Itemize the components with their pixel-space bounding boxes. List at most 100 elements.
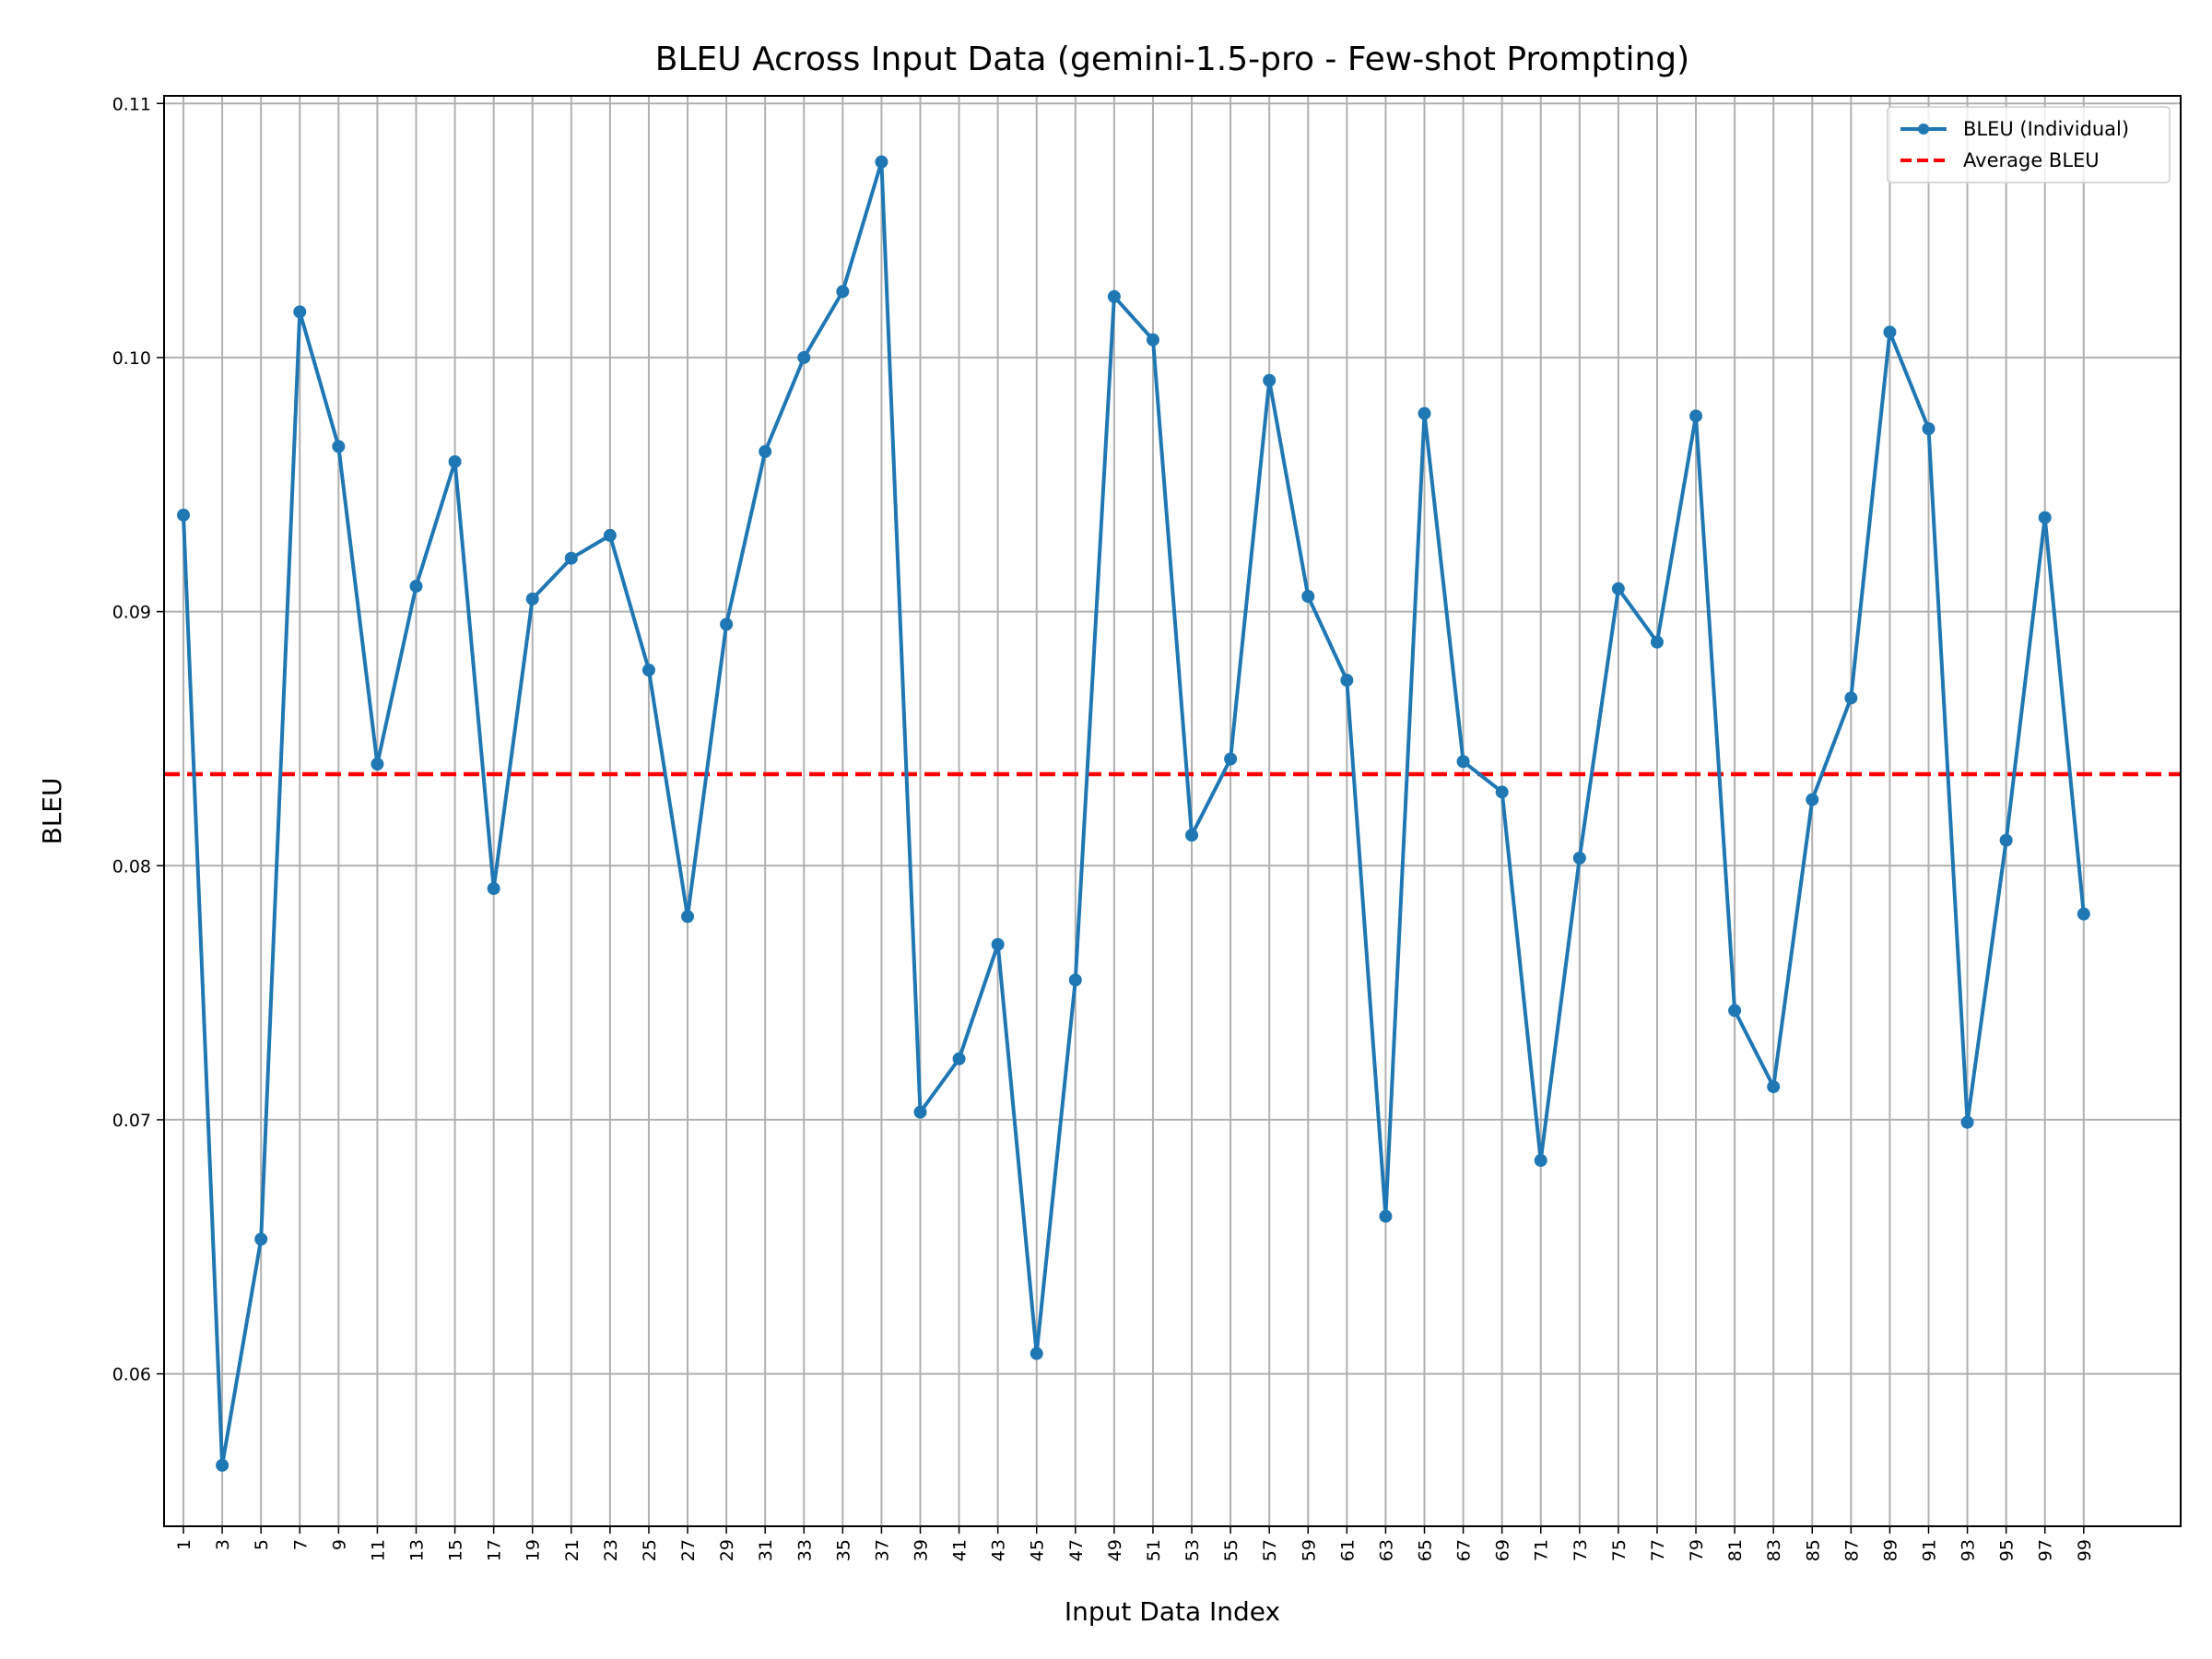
legend-label-average: Average BLEU bbox=[1963, 149, 2100, 171]
data-point bbox=[875, 155, 888, 169]
y-axis-ticks: 0.06 0.07 0.08 0.09 0.10 0.11 bbox=[112, 94, 164, 1385]
x-tick-label: 91 bbox=[1920, 1539, 1940, 1561]
x-tick-label: 63 bbox=[1376, 1539, 1396, 1561]
x-tick-label: 85 bbox=[1803, 1539, 1823, 1561]
x-tick-label: 51 bbox=[1144, 1539, 1164, 1561]
x-tick-label: 93 bbox=[1959, 1539, 1979, 1561]
x-tick-label: 41 bbox=[950, 1539, 971, 1561]
data-point bbox=[1224, 752, 1238, 766]
data-point bbox=[332, 440, 346, 453]
data-point bbox=[1844, 691, 1858, 705]
x-tick-label: 79 bbox=[1687, 1539, 1707, 1561]
x-tick-label: 11 bbox=[368, 1539, 388, 1561]
data-point bbox=[1263, 373, 1277, 387]
x-axis-ticks: 1 3 5 7 9 11 13 15 17 19 21 23 25 27 29 31 33 35 37 39 41 43 4… bbox=[174, 1526, 2095, 1561]
data-point bbox=[1728, 1004, 1742, 1018]
legend-label-individual: BLEU (Individual) bbox=[1963, 118, 2129, 140]
data-point bbox=[1107, 289, 1121, 303]
data-point bbox=[409, 580, 423, 594]
data-point bbox=[216, 1458, 229, 1472]
data-point bbox=[525, 592, 539, 606]
x-tick-label: 39 bbox=[912, 1539, 932, 1561]
data-point bbox=[952, 1052, 966, 1065]
x-tick-label: 61 bbox=[1337, 1539, 1358, 1561]
x-tick-label: 75 bbox=[1609, 1539, 1630, 1561]
data-point bbox=[2077, 907, 2090, 921]
data-point bbox=[1650, 635, 1664, 649]
data-point bbox=[1806, 793, 1819, 806]
x-tick-label: 35 bbox=[833, 1539, 853, 1561]
data-point bbox=[1611, 582, 1625, 595]
x-tick-label: 81 bbox=[1725, 1539, 1746, 1561]
data-point bbox=[2038, 511, 2052, 524]
x-tick-label: 5 bbox=[252, 1539, 272, 1550]
y-tick-label: 0.10 bbox=[112, 348, 151, 369]
plot-frame bbox=[163, 95, 2182, 1527]
data-point bbox=[1883, 325, 1897, 339]
x-tick-label: 33 bbox=[794, 1539, 815, 1561]
x-tick-label: 69 bbox=[1493, 1539, 1513, 1561]
data-point bbox=[254, 1232, 268, 1246]
x-tick-label: 95 bbox=[1997, 1539, 2018, 1561]
x-tick-label: 27 bbox=[678, 1539, 699, 1561]
x-tick-label: 99 bbox=[2075, 1539, 2095, 1561]
x-tick-label: 23 bbox=[601, 1539, 621, 1561]
data-point bbox=[913, 1105, 927, 1119]
chart-title: BLEU Across Input Data (gemini-1.5-pro -… bbox=[655, 41, 1689, 78]
data-point bbox=[641, 664, 655, 677]
data-point bbox=[448, 454, 462, 468]
x-tick-label: 59 bbox=[1299, 1539, 1319, 1561]
data-point bbox=[1030, 1347, 1043, 1360]
data-point bbox=[487, 882, 500, 896]
x-tick-label: 57 bbox=[1260, 1539, 1280, 1561]
x-tick-label: 31 bbox=[756, 1539, 776, 1561]
x-tick-label: 25 bbox=[640, 1539, 660, 1561]
x-tick-label: 13 bbox=[407, 1539, 428, 1561]
data-point bbox=[1495, 785, 1509, 799]
data-point bbox=[1379, 1209, 1393, 1223]
x-tick-label: 3 bbox=[213, 1539, 233, 1550]
data-point bbox=[293, 305, 307, 319]
data-point bbox=[1456, 755, 1470, 769]
data-point bbox=[1185, 829, 1199, 842]
x-tick-label: 71 bbox=[1532, 1539, 1552, 1561]
x-tick-label: 17 bbox=[485, 1539, 505, 1561]
data-point bbox=[1767, 1080, 1781, 1094]
data-point bbox=[720, 618, 734, 631]
x-tick-label: 97 bbox=[2036, 1539, 2056, 1561]
x-tick-label: 19 bbox=[524, 1539, 544, 1561]
data-point bbox=[836, 285, 850, 299]
x-tick-label: 15 bbox=[446, 1539, 466, 1561]
x-tick-label: 45 bbox=[1028, 1539, 1048, 1561]
data-point bbox=[1572, 851, 1586, 865]
x-tick-label: 77 bbox=[1648, 1539, 1668, 1561]
y-tick-label: 0.09 bbox=[112, 603, 151, 623]
data-point bbox=[797, 350, 811, 364]
legend-marker-individual bbox=[1918, 124, 1929, 135]
x-tick-label: 53 bbox=[1182, 1539, 1203, 1561]
data-point bbox=[1068, 973, 1082, 987]
data-point bbox=[177, 508, 191, 522]
x-axis-label: Input Data Index bbox=[1065, 1596, 1280, 1627]
x-tick-label: 9 bbox=[329, 1539, 349, 1550]
x-tick-label: 1 bbox=[174, 1539, 194, 1550]
x-tick-label: 87 bbox=[1841, 1539, 1862, 1561]
data-point bbox=[1999, 833, 2013, 847]
data-point bbox=[1534, 1154, 1547, 1168]
x-tick-label: 89 bbox=[1880, 1539, 1900, 1561]
x-tick-label: 65 bbox=[1416, 1539, 1436, 1561]
data-point bbox=[1960, 1115, 1974, 1129]
data-point bbox=[371, 758, 384, 771]
legend-box bbox=[1887, 106, 2171, 183]
data-point bbox=[1301, 590, 1315, 604]
y-tick-label: 0.06 bbox=[112, 1365, 151, 1385]
legend: BLEU (Individual) Average BLEU bbox=[1887, 106, 2171, 183]
x-tick-label: 83 bbox=[1764, 1539, 1784, 1561]
data-point bbox=[1340, 674, 1354, 688]
data-point bbox=[1418, 406, 1431, 420]
y-tick-label: 0.07 bbox=[112, 1111, 151, 1131]
x-tick-label: 7 bbox=[290, 1539, 311, 1550]
